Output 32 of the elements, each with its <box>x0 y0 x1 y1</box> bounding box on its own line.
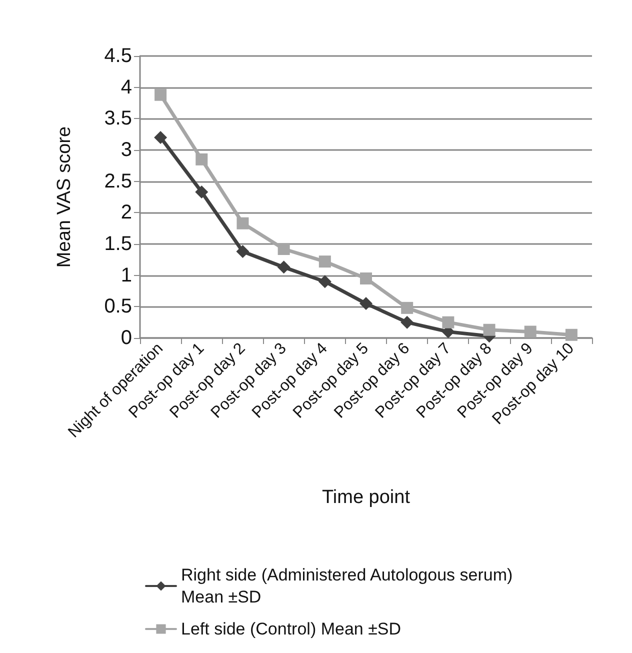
point <box>318 256 331 268</box>
point <box>278 243 290 256</box>
y-tick-label: 3.5 <box>104 108 132 130</box>
point <box>277 260 290 274</box>
point <box>565 328 578 341</box>
point <box>360 272 372 284</box>
x-axis-title: Time point <box>322 487 411 508</box>
point <box>195 185 208 198</box>
point <box>401 302 414 314</box>
y-tick-label: 0.5 <box>104 296 132 318</box>
point <box>360 297 372 310</box>
point <box>236 245 250 258</box>
point <box>400 316 414 329</box>
point <box>483 324 496 336</box>
point <box>196 153 208 166</box>
y-tick-label: 2 <box>120 202 132 224</box>
point <box>154 130 168 144</box>
point <box>154 88 167 101</box>
y-tick-label: 1 <box>120 264 132 286</box>
y-tick-label: 4 <box>120 76 132 98</box>
y-axis-title: Mean VAS score <box>54 126 75 268</box>
legend-label: Right side (Administered Autologous serum) Mean ±SD <box>181 566 518 606</box>
point <box>524 326 536 338</box>
legend-label: Left side (Control) Mean ±SD <box>181 620 402 638</box>
y-tick-label: 3 <box>120 139 132 161</box>
point <box>318 275 332 288</box>
y-tick-label: 2.5 <box>104 170 132 192</box>
point <box>442 316 454 328</box>
point <box>236 217 249 230</box>
y-tick-label: 4.5 <box>104 45 132 67</box>
y-tick-label: 1.5 <box>104 233 132 255</box>
y-tick-label: 0 <box>120 327 132 349</box>
